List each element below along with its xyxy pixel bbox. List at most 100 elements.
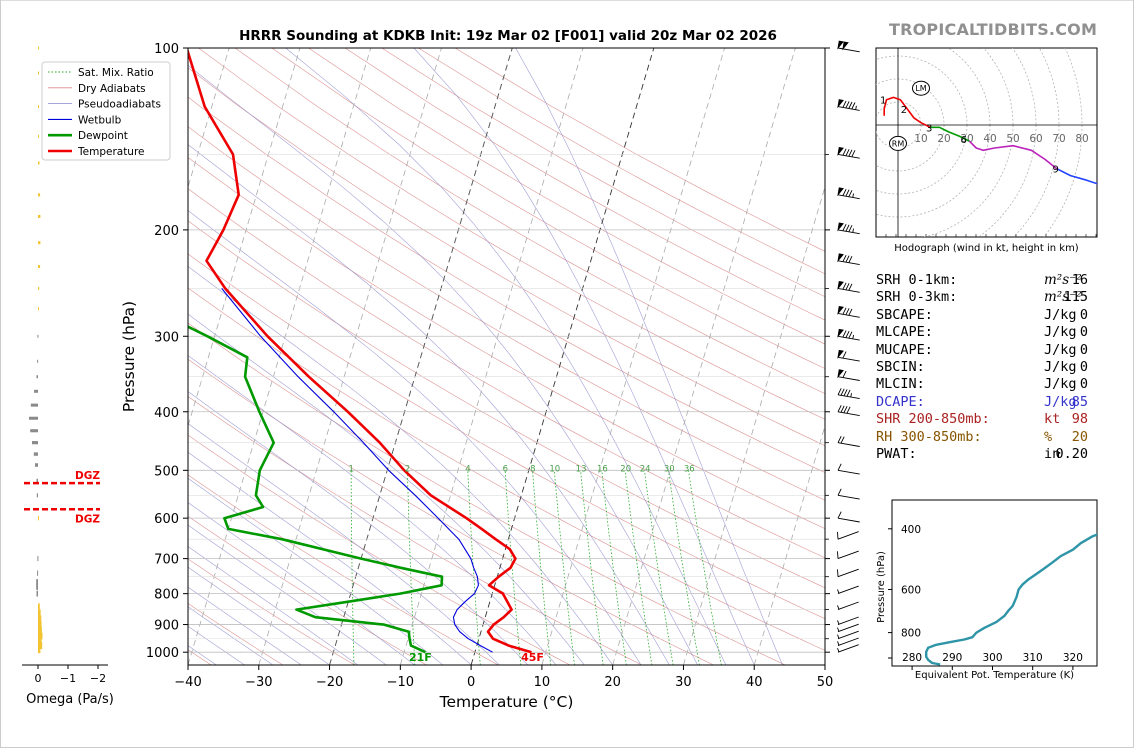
dgz-label: DGZ: [75, 513, 100, 525]
hodograph-ring-label: 60: [1029, 133, 1042, 145]
y-axis-label: Pressure (hPa): [120, 301, 138, 412]
right-mover-label: RM: [892, 139, 905, 148]
stat-unit: in: [1044, 446, 1060, 463]
omega-bar: [38, 135, 39, 138]
surface-dewpoint-label: 21F: [409, 651, 432, 664]
legend-entry: Temperature: [77, 146, 145, 158]
x-tick-label: 50: [817, 675, 834, 690]
site-brand-logo[interactable]: TROPICALTIDBITS.COM: [889, 20, 1097, 39]
omega-bar: [38, 603, 40, 609]
omega-tick-label: −2: [90, 672, 106, 685]
legend-entry: Dry Adiabats: [78, 83, 146, 95]
theta-e-x-tick-label: 300: [982, 652, 1002, 664]
mixing-ratio-label: 10: [549, 465, 560, 475]
theta-e-x-tick-label: 310: [1023, 652, 1043, 664]
stat-value: 0: [1080, 307, 1088, 324]
theta-e-x-tick-label: 320: [1063, 652, 1083, 664]
x-tick-label: −40: [174, 675, 201, 690]
omega-bar: [38, 161, 40, 164]
surface-temperature-label: 45F: [521, 651, 544, 664]
omega-axis-label: Omega (Pa/s): [26, 692, 114, 707]
stat-label: RH 300-850mb:: [876, 429, 982, 446]
omega-bar: [36, 579, 38, 585]
stat-label: PWAT:: [876, 446, 917, 463]
omega-bar: [38, 516, 39, 520]
theta-e-y-label: Pressure (hPa): [876, 551, 887, 623]
omega-bar: [38, 215, 40, 218]
hodograph-ring-label: 40: [983, 133, 996, 145]
hodograph-height-label: 9: [1053, 165, 1059, 176]
y-tick-label: 200: [154, 224, 179, 239]
y-tick-label: 900: [154, 619, 179, 634]
y-tick-label: 300: [154, 330, 179, 345]
hodograph-height-label: 3: [926, 123, 932, 134]
stat-value: 20: [1072, 429, 1088, 446]
theta-e-x-label: Equivalent Pot. Temperature (K): [915, 670, 1074, 681]
stat-value: 0.20: [1055, 446, 1088, 463]
stat-label: MLCAPE:: [876, 324, 933, 341]
stat-unit: %: [1044, 429, 1052, 446]
hodograph-ring-label: 80: [1075, 133, 1088, 145]
x-tick-label: 0: [467, 675, 475, 690]
hodograph-height-label: 2: [901, 105, 907, 116]
omega-bar: [36, 584, 38, 590]
stat-label: MLCIN:: [876, 376, 925, 393]
stat-label: SHR 200-850mb:: [876, 411, 990, 428]
stat-label: SBCAPE:: [876, 307, 933, 324]
legend-entry: Wetbulb: [78, 114, 122, 126]
hodograph-ring-label: 50: [1006, 133, 1019, 145]
mixing-ratio-label: 1: [348, 465, 353, 475]
omega-bar: [38, 610, 41, 616]
omega-tick-label: −1: [60, 672, 76, 685]
stat-label: SBCIN:: [876, 359, 925, 376]
stat-unit: J/kg: [1044, 342, 1077, 359]
stat-label: MUCAPE:: [876, 342, 933, 359]
stat-label: DCAPE:: [876, 394, 925, 411]
mixing-ratio-label: 30: [664, 465, 675, 475]
stat-unit: J/kg: [1044, 376, 1077, 393]
x-tick-label: 20: [604, 675, 621, 690]
y-tick-label: 800: [154, 588, 179, 603]
mixing-ratio-label: 24: [640, 465, 651, 475]
omega-bar: [34, 452, 38, 455]
stat-unit: J/kg: [1044, 324, 1077, 341]
omega-bar: [38, 621, 42, 627]
omega-bar: [38, 265, 40, 268]
omega-bar: [37, 375, 39, 378]
hodograph-height-label: 1: [880, 96, 886, 107]
mixing-ratio-label: 4: [465, 465, 470, 475]
theta-e-y-tick-label: 400: [901, 524, 921, 536]
mixing-ratio-label: 13: [576, 465, 587, 475]
omega-tick-label: 0: [35, 672, 42, 685]
stat-value: 0: [1080, 324, 1088, 341]
y-tick-label: 500: [154, 464, 179, 479]
omega-bar: [38, 615, 41, 621]
x-tick-label: 30: [675, 675, 692, 690]
x-tick-label: −30: [245, 675, 272, 690]
stat-value: 0: [1080, 376, 1088, 393]
theta-e-x-tick-label: 280: [902, 652, 922, 664]
omega-bar: [38, 193, 40, 196]
dgz-label: DGZ: [75, 470, 100, 482]
omega-bar: [37, 493, 38, 497]
stat-unit: J/kg: [1044, 307, 1077, 324]
stat-label: SRH 0-1km:: [876, 272, 957, 289]
omega-bar: [31, 404, 38, 407]
y-tick-label: 700: [154, 553, 179, 568]
omega-bar: [32, 441, 38, 444]
omega-bar: [38, 105, 39, 108]
omega-bar: [38, 72, 39, 75]
omega-bar: [37, 556, 38, 561]
x-axis-label: Temperature (°C): [439, 693, 574, 711]
stat-unit: kt: [1044, 411, 1060, 428]
omega-bar: [29, 417, 38, 420]
stat-value: 0: [1080, 342, 1088, 359]
